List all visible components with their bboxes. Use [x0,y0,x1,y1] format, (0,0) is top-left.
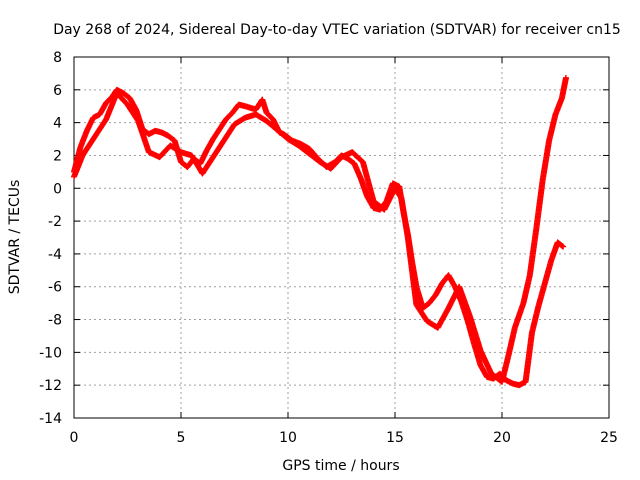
axis-ticks: 0 5 10 15 20 25 -14 -12 -10 -8 -6 -4 -2 0 2 4 6 8 [39,50,618,446]
y-axis-label: SDTVAR / TECUs [7,180,23,295]
x-tick-label: 15 [386,430,404,446]
y-tick-label: -6 [48,280,62,296]
data-points [71,74,569,389]
y-tick-label: -12 [39,378,62,394]
y-tick-label: -10 [39,345,62,361]
chart-title: Day 268 of 2024, Sidereal Day-to-day VTE… [53,22,621,38]
y-tick-label: -14 [39,411,62,427]
x-tick-label: 20 [493,430,511,446]
x-tick-label: 5 [177,430,186,446]
x-tick-label: 10 [279,430,297,446]
y-tick-label: 0 [53,181,62,197]
data-series [71,86,567,389]
y-tick-label: -2 [48,214,62,230]
data-point [562,74,569,81]
x-axis-label: GPS time / hours [282,458,399,474]
y-tick-label: -4 [48,247,62,263]
y-tick-label: -8 [48,313,62,329]
x-tick-label: 0 [70,430,79,446]
data-point [560,243,567,250]
y-tick-label: 8 [53,50,62,66]
y-tick-label: 6 [53,83,62,99]
data-series [71,74,569,385]
y-tick-label: 2 [53,148,62,164]
plot-frame [73,56,610,419]
y-tick-label: 4 [53,116,62,132]
data-point [559,242,566,249]
x-tick-label: 25 [600,430,618,446]
